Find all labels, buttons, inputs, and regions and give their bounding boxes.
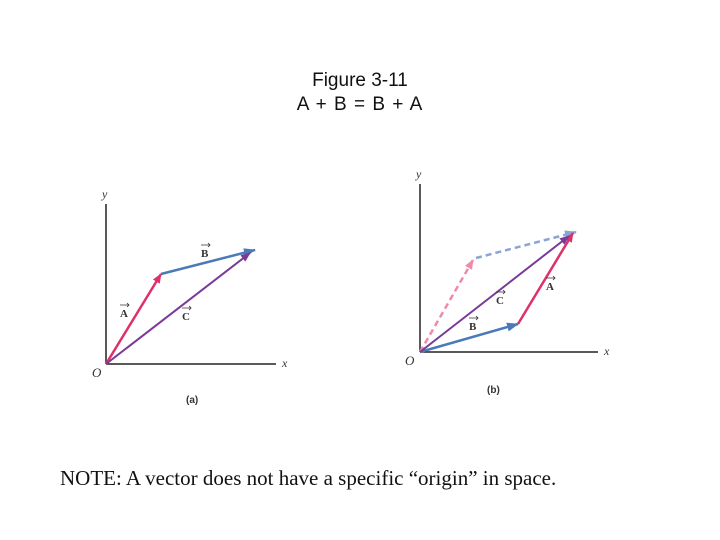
origin-label: O bbox=[405, 353, 415, 368]
vector-c-arrow bbox=[419, 235, 570, 353]
panel-b: y x O A B C (b) bbox=[405, 167, 610, 396]
vector-b-label: B bbox=[201, 248, 209, 260]
vector-b-arrow bbox=[419, 322, 519, 354]
vector-c-label: C bbox=[182, 311, 190, 323]
figure-title: Figure 3-11 bbox=[312, 70, 408, 91]
vector-a-arrow bbox=[516, 232, 575, 325]
dashed-vector-b-arrow bbox=[475, 230, 577, 260]
label-arrows bbox=[120, 242, 556, 321]
x-axis-label: x bbox=[281, 356, 288, 370]
vector-b-arrow bbox=[160, 248, 256, 276]
figure-subtitle: A + B = B + A bbox=[296, 94, 424, 115]
vector-b-label: B bbox=[469, 321, 477, 333]
dashed-vector-a-arrow bbox=[418, 259, 475, 353]
origin-label: O bbox=[92, 365, 102, 380]
vector-a-label: A bbox=[120, 308, 128, 320]
vector-a-label: A bbox=[546, 281, 554, 293]
vector-c-label: C bbox=[496, 295, 504, 307]
vector-c-arrow bbox=[105, 252, 251, 365]
panel-a-caption: (a) bbox=[186, 395, 198, 406]
x-axis-label: x bbox=[603, 344, 610, 358]
y-axis-label: y bbox=[101, 187, 108, 201]
panel-a: y x O A B C (a) bbox=[92, 187, 288, 406]
vector-a-arrow bbox=[104, 273, 163, 365]
y-axis-label: y bbox=[415, 167, 422, 181]
panel-b-caption: (b) bbox=[487, 385, 500, 396]
note-text: NOTE: A vector does not have a specific … bbox=[60, 466, 557, 490]
